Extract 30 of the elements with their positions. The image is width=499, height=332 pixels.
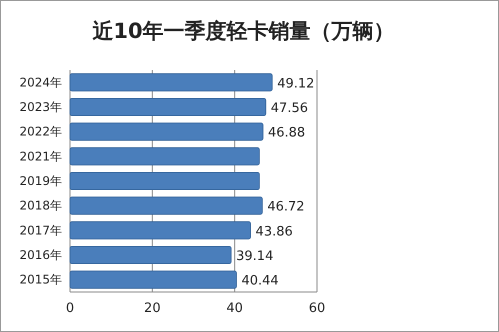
chart-title: 近10年一季度轻卡销量（万辆） <box>91 19 395 43</box>
y-tick-label: 2023年 <box>19 100 62 114</box>
x-tick-label: 20 <box>144 301 161 316</box>
bar <box>70 73 273 92</box>
bar <box>70 246 232 264</box>
x-tick-label: 60 <box>308 301 326 316</box>
data-label: 47.56 <box>270 101 308 116</box>
y-tick-label: 2017年 <box>19 223 62 238</box>
x-tick-label: 0 <box>66 301 74 316</box>
y-tick-label: 2018年 <box>19 198 62 213</box>
bar <box>70 221 251 240</box>
x-tick-label: 40 <box>226 301 243 316</box>
data-label: 49.12 <box>277 76 314 92</box>
data-label: 43.86 <box>256 224 293 240</box>
bar <box>70 270 237 289</box>
data-label: 46.88 <box>268 126 306 141</box>
y-tick-label: 2019年 <box>19 174 62 188</box>
bar <box>70 98 266 116</box>
data-label: 39.14 <box>236 249 274 264</box>
data-label: 46.72 <box>267 200 305 215</box>
y-tick-label: 2021年 <box>19 149 62 164</box>
y-tick-label: 2024年 <box>19 75 62 90</box>
bar <box>70 196 263 215</box>
bar <box>70 147 260 166</box>
y-tick-label: 2016年 <box>19 248 62 262</box>
y-tick-label: 2015年 <box>19 272 62 287</box>
bar <box>70 172 260 190</box>
bar <box>70 122 264 141</box>
y-tick-label: 2022年 <box>19 124 62 139</box>
data-label: 40.44 <box>241 274 279 289</box>
